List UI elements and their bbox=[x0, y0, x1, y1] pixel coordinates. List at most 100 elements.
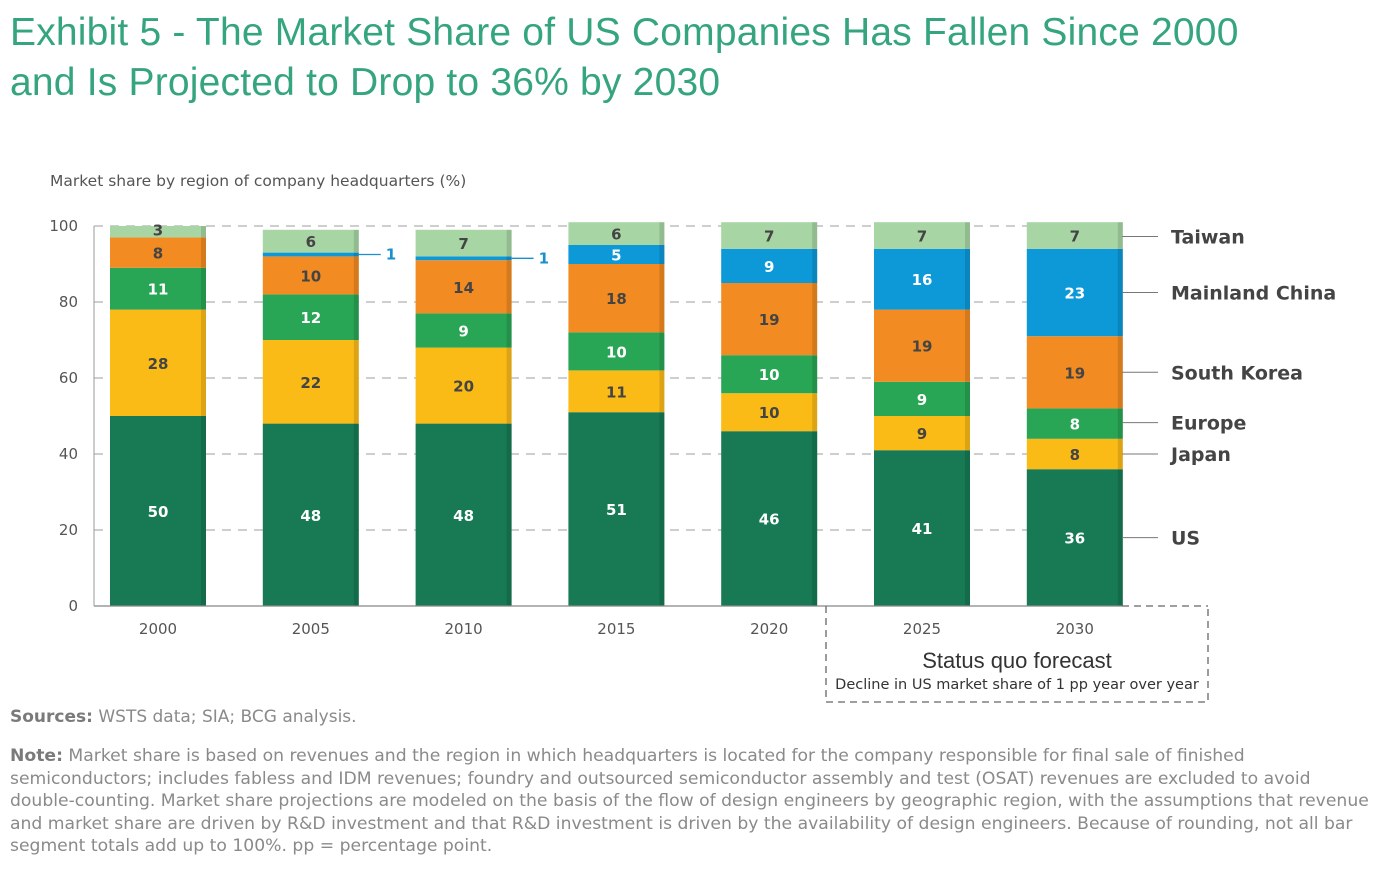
bar-segment-edge bbox=[659, 264, 665, 333]
bar-segment-edge bbox=[353, 256, 359, 295]
title-line-2: and Is Projected to Drop to 36% by 2030 bbox=[10, 61, 721, 104]
bar-segment-europe bbox=[262, 294, 359, 340]
y-tick-label: 60 bbox=[59, 369, 78, 387]
bar-segment-taiwan bbox=[1026, 222, 1123, 249]
bar-segment-edge bbox=[201, 237, 206, 268]
bar-segment-europe bbox=[721, 355, 818, 394]
bar-segment-europe bbox=[874, 381, 970, 416]
bar-segment-us bbox=[568, 412, 665, 606]
bar-segment-europe bbox=[110, 267, 206, 310]
note-text: Market share is based on revenues and th… bbox=[10, 746, 1369, 856]
bar-segment-japan bbox=[1026, 438, 1123, 470]
bar-segment-japan bbox=[568, 370, 665, 413]
data-label: 8 bbox=[153, 245, 163, 263]
legend-label-taiwan: Taiwan bbox=[1171, 227, 1245, 249]
bar-segment-mainland-china bbox=[874, 248, 970, 310]
data-label: 8 bbox=[1070, 416, 1080, 434]
bar-segment-mainland-china bbox=[1026, 248, 1123, 337]
bar-segment-edge bbox=[812, 355, 818, 394]
legend-label-japan: Japan bbox=[1169, 444, 1231, 466]
bar-segment-edge bbox=[1117, 248, 1123, 337]
bar-segment-us bbox=[721, 431, 818, 606]
bar-segment-mainland-china bbox=[262, 252, 359, 257]
bar-segment-taiwan bbox=[262, 229, 359, 253]
bar-segment-edge bbox=[659, 245, 665, 264]
bar-segment-europe bbox=[568, 332, 665, 371]
bar-segment-edge bbox=[812, 393, 818, 432]
bar-segment-south-korea bbox=[1026, 336, 1123, 409]
title-line-1: Exhibit 5 - The Market Share of US Compa… bbox=[10, 11, 1239, 54]
data-label: 51 bbox=[606, 501, 627, 519]
bar-segment-south-korea bbox=[262, 256, 359, 295]
data-label: 36 bbox=[1064, 530, 1085, 548]
data-label: 11 bbox=[148, 281, 169, 299]
bar-segment-edge bbox=[353, 252, 359, 257]
data-label: 23 bbox=[1064, 285, 1085, 303]
bar-segment-edge bbox=[506, 313, 512, 348]
bar-segment-edge bbox=[201, 416, 206, 606]
y-tick-label: 0 bbox=[68, 597, 78, 615]
data-label: 11 bbox=[606, 383, 627, 401]
data-label: 19 bbox=[912, 338, 933, 356]
legend-label-south-korea: South Korea bbox=[1171, 362, 1303, 384]
data-label: 5 bbox=[611, 247, 621, 265]
legend-label-europe: Europe bbox=[1171, 413, 1246, 435]
y-tick-label: 100 bbox=[49, 217, 78, 235]
bar-segment-edge bbox=[506, 347, 512, 424]
data-label-callout: 1 bbox=[386, 246, 396, 264]
x-tick-label: 2010 bbox=[445, 620, 483, 638]
forecast-box bbox=[825, 606, 1209, 703]
sources-label: Sources: bbox=[10, 707, 93, 727]
bar-segment-us bbox=[1026, 469, 1123, 606]
legend-label-mainland-china: Mainland China bbox=[1171, 283, 1336, 305]
bar-segment-south-korea bbox=[415, 260, 512, 314]
legend-label-us: US bbox=[1171, 528, 1200, 550]
bar-segment-edge bbox=[1117, 438, 1123, 470]
bar-segment-edge bbox=[353, 423, 359, 606]
data-label: 7 bbox=[764, 228, 774, 246]
data-label: 18 bbox=[606, 290, 627, 308]
bar-segment-edge bbox=[1117, 469, 1123, 606]
bar-segment-edge bbox=[506, 260, 512, 314]
bar-segment-taiwan bbox=[721, 222, 818, 249]
forecast-subtitle: Decline in US market share of 1 pp year … bbox=[835, 677, 1199, 693]
data-label: 9 bbox=[764, 258, 774, 276]
data-label: 10 bbox=[759, 366, 780, 384]
bar-segment-europe bbox=[1026, 408, 1123, 439]
data-label: 19 bbox=[1064, 364, 1085, 382]
bar-segment-south-korea bbox=[568, 264, 665, 333]
bar-segment-japan bbox=[110, 309, 206, 416]
x-tick-label: 2015 bbox=[597, 620, 635, 638]
bar-segment-mainland-china bbox=[415, 256, 512, 261]
bar-segment-edge bbox=[965, 416, 970, 451]
bar-segment-japan bbox=[721, 393, 818, 432]
bar-segment-edge bbox=[659, 412, 665, 606]
bar-segment-edge bbox=[201, 267, 206, 310]
data-label: 48 bbox=[300, 507, 321, 525]
data-label: 6 bbox=[306, 233, 316, 251]
x-tick-label: 2005 bbox=[292, 620, 330, 638]
data-label: 12 bbox=[300, 309, 321, 327]
bar-segment-edge bbox=[965, 248, 970, 310]
data-label: 41 bbox=[912, 520, 933, 538]
bar-segment-edge bbox=[506, 229, 512, 257]
bar-segment-mainland-china bbox=[721, 248, 818, 283]
bar-segment-edge bbox=[659, 332, 665, 371]
bar-segment-us bbox=[262, 423, 359, 606]
bar-segment-edge bbox=[201, 309, 206, 416]
bar-segment-edge bbox=[659, 370, 665, 413]
forecast-title: Status quo forecast bbox=[922, 648, 1112, 673]
note: Note: Market share is based on revenues … bbox=[10, 745, 1380, 858]
x-tick-label: 2000 bbox=[139, 620, 177, 638]
bar-segment-edge bbox=[659, 222, 665, 245]
data-label: 7 bbox=[917, 228, 927, 246]
bar-segment-japan bbox=[415, 347, 512, 424]
data-label: 10 bbox=[606, 343, 627, 361]
data-label: 7 bbox=[458, 235, 468, 253]
data-label: 3 bbox=[153, 222, 163, 240]
bar-segment-edge bbox=[812, 431, 818, 606]
y-axis-label: Market share by region of company headqu… bbox=[50, 172, 466, 190]
bar-segment-mainland-china bbox=[568, 245, 665, 264]
bar-segment-edge bbox=[1117, 222, 1123, 249]
data-label: 7 bbox=[1070, 228, 1080, 246]
